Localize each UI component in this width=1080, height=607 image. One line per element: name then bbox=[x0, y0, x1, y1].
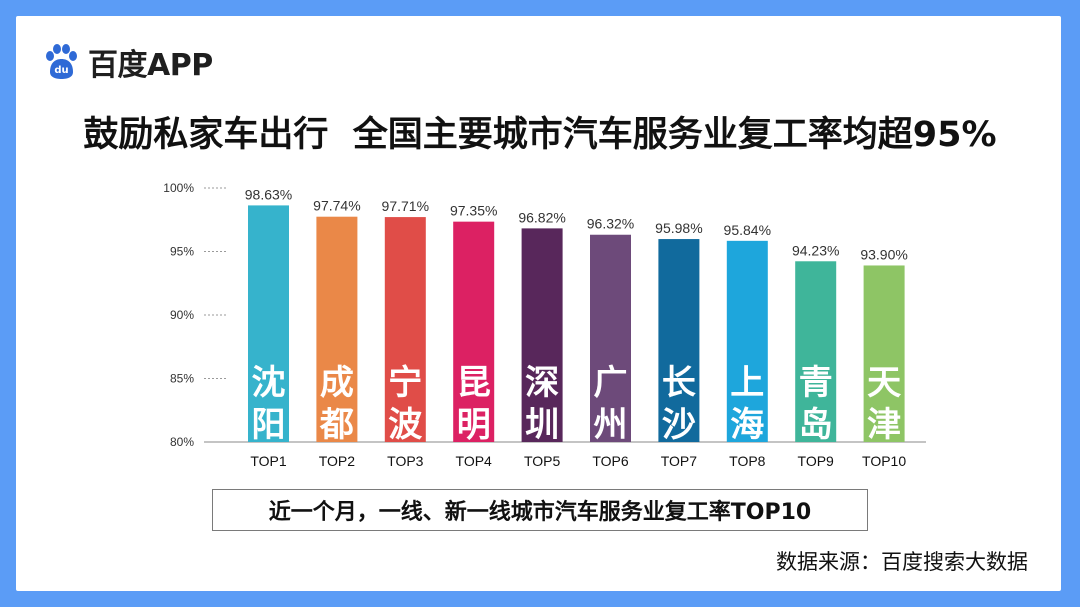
data-source: 数据来源：百度搜索大数据 bbox=[776, 550, 1028, 574]
city-label: 岛 bbox=[799, 405, 833, 445]
city-label: 波 bbox=[388, 405, 422, 445]
app-name: 百度APP bbox=[88, 48, 213, 83]
city-label: 上 bbox=[730, 363, 764, 403]
x-tick-label: TOP5 bbox=[524, 453, 561, 469]
x-tick-label: TOP7 bbox=[661, 453, 698, 469]
city-label: 成 bbox=[320, 363, 354, 403]
value-label: 94.23% bbox=[792, 242, 839, 258]
bar bbox=[521, 228, 563, 442]
city-label: 明 bbox=[457, 405, 491, 445]
bar bbox=[863, 265, 905, 442]
bar bbox=[795, 261, 837, 442]
x-tick-label: TOP4 bbox=[456, 453, 493, 469]
y-tick-label: 80% bbox=[170, 435, 194, 449]
bar bbox=[384, 217, 426, 442]
city-label: 广 bbox=[594, 363, 628, 403]
city-label: 沈 bbox=[252, 363, 286, 403]
x-tick-label: TOP9 bbox=[798, 453, 835, 469]
city-label: 津 bbox=[867, 405, 901, 445]
y-tick-label: 95% bbox=[170, 245, 194, 259]
bar bbox=[316, 216, 358, 442]
bar bbox=[248, 205, 289, 442]
x-tick-label: TOP8 bbox=[729, 453, 766, 469]
value-label: 95.84% bbox=[724, 222, 771, 238]
x-tick-label: TOP10 bbox=[862, 453, 906, 469]
x-tick-label: TOP1 bbox=[250, 453, 287, 469]
city-label: 青 bbox=[799, 363, 833, 403]
bar bbox=[590, 234, 631, 442]
x-tick-label: TOP3 bbox=[387, 453, 424, 469]
city-label: 宁 bbox=[388, 363, 422, 403]
value-label: 98.63% bbox=[245, 186, 292, 202]
value-label: 97.71% bbox=[382, 198, 429, 214]
bar bbox=[726, 240, 768, 442]
city-label: 天 bbox=[867, 363, 901, 403]
x-tick-label: TOP2 bbox=[319, 453, 356, 469]
paw-logo-icon: du bbox=[46, 44, 77, 79]
city-label: 深 bbox=[525, 363, 559, 403]
value-label: 93.90% bbox=[860, 246, 907, 262]
city-label: 州 bbox=[594, 405, 628, 445]
y-tick-label: 85% bbox=[170, 372, 194, 386]
svg-text:du: du bbox=[54, 65, 68, 76]
value-label: 96.82% bbox=[518, 209, 565, 225]
y-tick-label: 90% bbox=[170, 308, 194, 322]
chart-caption: 近一个月，一线、新一线城市汽车服务业复工率TOP10 bbox=[212, 489, 868, 531]
city-label: 都 bbox=[319, 405, 354, 445]
city-label: 海 bbox=[730, 405, 764, 445]
city-label: 昆 bbox=[457, 363, 491, 403]
bar bbox=[453, 221, 495, 442]
city-label: 阳 bbox=[252, 405, 286, 445]
value-label: 97.74% bbox=[313, 198, 360, 214]
y-tick-label: 100% bbox=[163, 181, 194, 195]
city-label: 长 bbox=[662, 363, 696, 403]
value-label: 96.32% bbox=[587, 216, 634, 232]
city-label: 圳 bbox=[525, 405, 559, 445]
page-title: 鼓励私家车出行 全国主要城市汽车服务业复工率均超95% bbox=[83, 115, 997, 155]
app-logo: du 百度APP bbox=[44, 40, 213, 84]
x-tick-label: TOP6 bbox=[592, 453, 629, 469]
value-label: 97.35% bbox=[450, 203, 497, 219]
value-label: 95.98% bbox=[655, 220, 702, 236]
bar bbox=[658, 239, 700, 442]
city-label: 沙 bbox=[662, 405, 696, 445]
